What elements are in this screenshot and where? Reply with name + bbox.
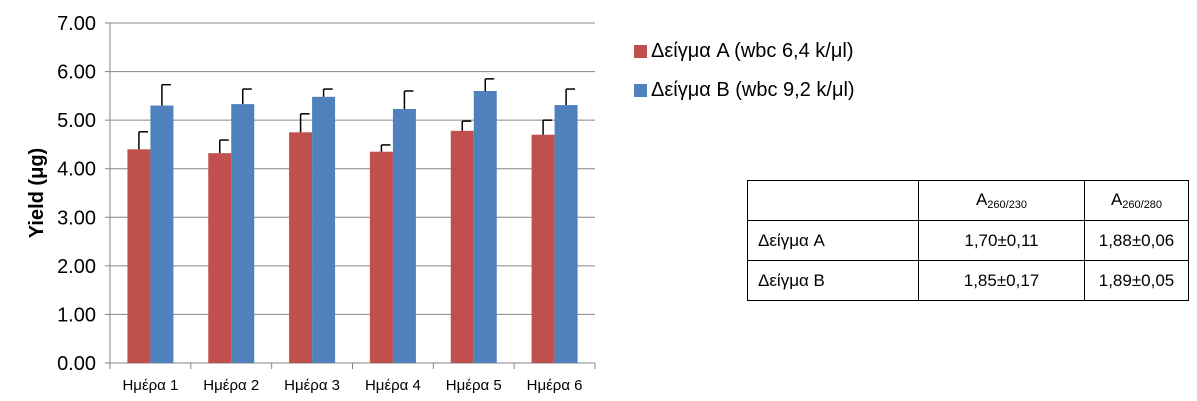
table-header-a260-230: A260/230 (918, 180, 1085, 221)
row-value-a260-230: 1,85±0,17 (918, 260, 1085, 301)
y-tick-label: 1.00 (57, 304, 96, 326)
legend-label-sample-a: Δείγμα A (wbc 6,4 k/μl) (651, 39, 854, 62)
bar (127, 149, 151, 363)
table-header-a260-280: A260/280 (1084, 180, 1189, 221)
bar (392, 108, 416, 363)
bar (231, 104, 255, 363)
row-value-a260-230: 1,70±0,11 (918, 220, 1085, 261)
header-sub-260-230: 260/230 (987, 199, 1028, 211)
x-tick-label: Ημέρα 4 (365, 377, 421, 394)
bar (450, 130, 474, 363)
legend-swatch-sample-a (634, 44, 647, 58)
bar (473, 91, 497, 363)
y-axis-title: Yield (μg) (26, 148, 48, 238)
header-sub-260-280: 260/280 (1122, 199, 1163, 211)
table-row: Δείγμα B 1,85±0,17 1,89±0,05 (747, 260, 1189, 301)
header-a-label: A (1110, 190, 1123, 209)
table-header-empty (747, 180, 919, 221)
y-tick-label: 2.00 (57, 256, 96, 278)
y-tick-label: 3.00 (57, 207, 96, 229)
table-header-row: A260/230 A260/280 (747, 180, 1189, 221)
table-row: Δείγμα A 1,70±0,11 1,88±0,06 (747, 220, 1189, 261)
absorbance-table: A260/230 A260/280 Δείγμα A 1,70±0,11 1,8… (747, 180, 1189, 301)
x-tick-label: Ημέρα 2 (203, 377, 259, 394)
legend-item-sample-a: Δείγμα A (wbc 6,4 k/μl) (634, 36, 855, 66)
bar-chart: 0.00 1.00 2.00 3.00 4.00 5.00 6.00 7.00 Ημέρα 1 Η… (26, 13, 596, 394)
legend-label-sample-b: Δείγμα B (wbc 9,2 k/μl) (651, 78, 855, 101)
bar (150, 105, 174, 364)
y-tick-label: 7.00 (57, 13, 96, 35)
y-tick-label: 0.00 (57, 353, 96, 375)
y-tick-label: 4.00 (57, 159, 96, 181)
bar (531, 134, 555, 363)
row-value-a260-280: 1,88±0,06 (1084, 220, 1189, 261)
legend-swatch-sample-b (634, 83, 647, 97)
x-tick-label: Ημέρα 1 (122, 377, 178, 394)
x-tick-label: Ημέρα 6 (527, 377, 583, 394)
bar (369, 151, 393, 363)
legend-item-sample-b: Δείγμα B (wbc 9,2 k/μl) (634, 75, 855, 105)
y-tick-label: 6.00 (57, 62, 96, 84)
row-label: Δείγμα B (747, 260, 919, 301)
header-a-label: A (975, 190, 988, 209)
row-value-a260-280: 1,89±0,05 (1084, 260, 1189, 301)
chart-legend: Δείγμα A (wbc 6,4 k/μl) Δείγμα B (wbc 9,… (634, 36, 855, 114)
bar (208, 153, 232, 363)
bar (312, 96, 336, 363)
x-tick-label: Ημέρα 5 (446, 377, 502, 394)
x-tick-label: Ημέρα 3 (284, 377, 340, 394)
row-label: Δείγμα A (747, 220, 919, 261)
bar (289, 132, 313, 363)
bar (554, 105, 578, 363)
y-tick-label: 5.00 (57, 110, 96, 132)
